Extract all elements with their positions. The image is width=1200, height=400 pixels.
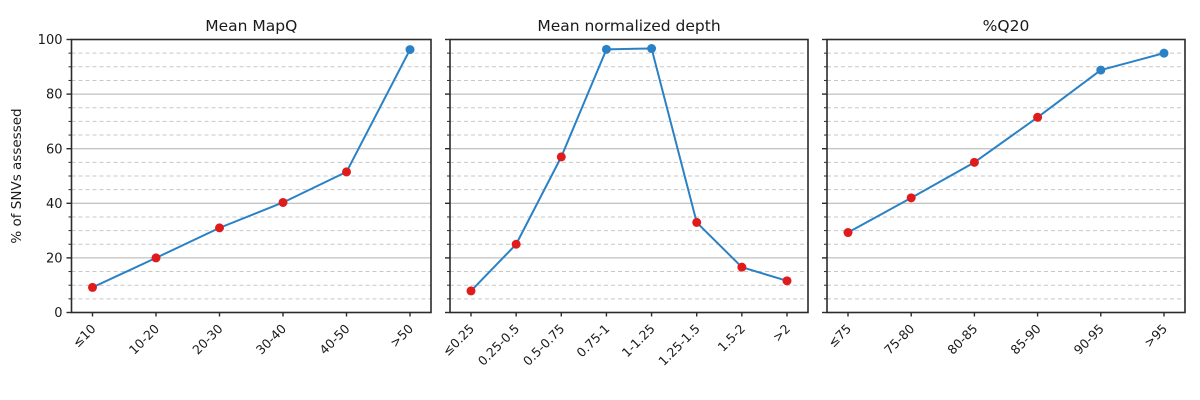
y-axis-label: % of SNVs assessed: [9, 108, 25, 244]
data-point: [782, 276, 792, 286]
series-line: [847, 52, 1165, 234]
series-line: [470, 47, 788, 292]
data-point: [737, 262, 747, 272]
panel-mean-normalized-depth: ≤0.250.25-0.50.5-0.75 0.75-1 1-1.251.25-1.…: [439, 17, 809, 369]
data-point: [88, 282, 97, 292]
data-point: [906, 193, 916, 203]
x-tick-label: 1.25-1.5: [655, 321, 703, 369]
y-tick-label: 80: [46, 88, 63, 103]
y-tick-label: 40: [46, 197, 63, 212]
series-line: [91, 48, 411, 289]
chart-title: %Q20: [983, 17, 1030, 35]
data-point: [151, 253, 161, 263]
data-point: [405, 45, 415, 55]
x-tick-label: 40-50: [316, 321, 352, 357]
x-tick-label: 30-40: [253, 321, 289, 357]
x-tick-label: 20-30: [189, 321, 225, 357]
data-point: [1096, 65, 1106, 75]
data-point: [342, 167, 351, 177]
data-point: [556, 152, 566, 162]
y-tick-label: 0: [54, 306, 62, 321]
data-point: [647, 44, 657, 54]
y-tick-label: 20: [46, 252, 63, 267]
data-point: [511, 239, 521, 249]
data-point: [601, 44, 611, 54]
x-tick-label: ≤10: [69, 321, 98, 350]
data-point: [1033, 112, 1043, 122]
data-point: [278, 197, 288, 207]
x-tick-label: >50: [387, 321, 416, 350]
x-tick-label: 0.75-1: [573, 321, 612, 360]
data-point: [215, 223, 224, 233]
data-point: [843, 228, 853, 238]
x-tick-label: ≤0.25: [439, 321, 477, 359]
y-tick-label: 100: [38, 33, 63, 48]
x-tick-label: ≤75: [825, 321, 854, 350]
data-point: [969, 157, 979, 167]
panel-mean-mapq: 0 20 40 60 80 100 ≤10 10-20 20-30 30-40 40-50 >50 Me…: [38, 17, 432, 357]
panel--q20: ≤75 75-80 80-85 85-90 90-95 >95 %Q20: [822, 17, 1186, 357]
x-tick-label: 0.25-0.5: [475, 321, 523, 369]
x-tick-label: 80-85: [944, 321, 980, 357]
y-tick-label: 60: [46, 142, 63, 157]
x-tick-label: 1.5-2: [715, 321, 748, 354]
data-point: [1159, 48, 1169, 58]
x-tick-label: 10-20: [126, 321, 162, 357]
x-tick-label: 0.5-0.75: [520, 321, 568, 369]
data-point: [692, 217, 702, 227]
x-tick-label: 85-90: [1007, 321, 1043, 357]
x-tick-label: 75-80: [881, 321, 917, 357]
data-point: [466, 286, 476, 296]
x-tick-label: 90-95: [1071, 321, 1107, 357]
x-tick-label: >95: [1141, 321, 1170, 350]
chart-title: Mean MapQ: [205, 17, 297, 35]
x-tick-label: >2: [769, 321, 793, 345]
chart-title: Mean normalized depth: [537, 17, 720, 35]
x-tick-label: 1-1.25: [619, 321, 658, 360]
